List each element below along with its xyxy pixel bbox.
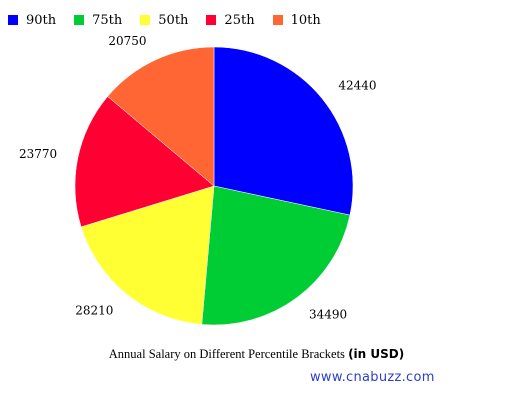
legend-item: 25th bbox=[206, 12, 255, 28]
legend-item: 90th bbox=[8, 13, 56, 28]
pie-value-labels: 42440 34490 28210 23770 20750 bbox=[19, 34, 377, 322]
legend-swatch bbox=[74, 15, 85, 25]
pie-slice-25th bbox=[74, 96, 215, 228]
legend-item: 75th bbox=[74, 13, 122, 28]
legend-label: 50th bbox=[158, 12, 189, 28]
chart-title-unit: (in USD) bbox=[348, 347, 405, 361]
pie-value-label: 28210 bbox=[75, 303, 113, 317]
legend-swatch bbox=[272, 15, 283, 25]
legend-swatch bbox=[206, 15, 217, 25]
pie-value-label: 42440 bbox=[338, 78, 376, 92]
pie-slices bbox=[74, 46, 354, 326]
watermark-text: www.cnabuzz.com bbox=[310, 370, 435, 385]
chart-title: Annual Salary on Different Percentile Br… bbox=[0, 347, 513, 362]
legend-label: 75th bbox=[92, 12, 123, 28]
legend-item: 50th bbox=[140, 13, 188, 28]
pie-slice-75th bbox=[201, 185, 351, 326]
legend-swatch bbox=[8, 15, 18, 25]
pie-value-label: 20750 bbox=[108, 34, 146, 48]
chart-title-text: Annual Salary on Different Percentile Br… bbox=[108, 347, 345, 361]
legend-swatch bbox=[140, 15, 151, 25]
pie-value-label: 34490 bbox=[309, 308, 347, 322]
pie-slice-10th bbox=[107, 46, 215, 187]
pie-value-label: 23770 bbox=[19, 147, 57, 161]
legend-label: 90th bbox=[26, 12, 57, 28]
legend-label: 25th bbox=[224, 12, 255, 28]
chart-legend: 90th 75th 50th 25th 10th bbox=[8, 10, 339, 30]
legend-item: 10th bbox=[272, 12, 321, 28]
pie-slice-50th bbox=[80, 185, 215, 325]
pie-slice-90th bbox=[213, 46, 354, 216]
legend-label: 10th bbox=[290, 12, 321, 28]
